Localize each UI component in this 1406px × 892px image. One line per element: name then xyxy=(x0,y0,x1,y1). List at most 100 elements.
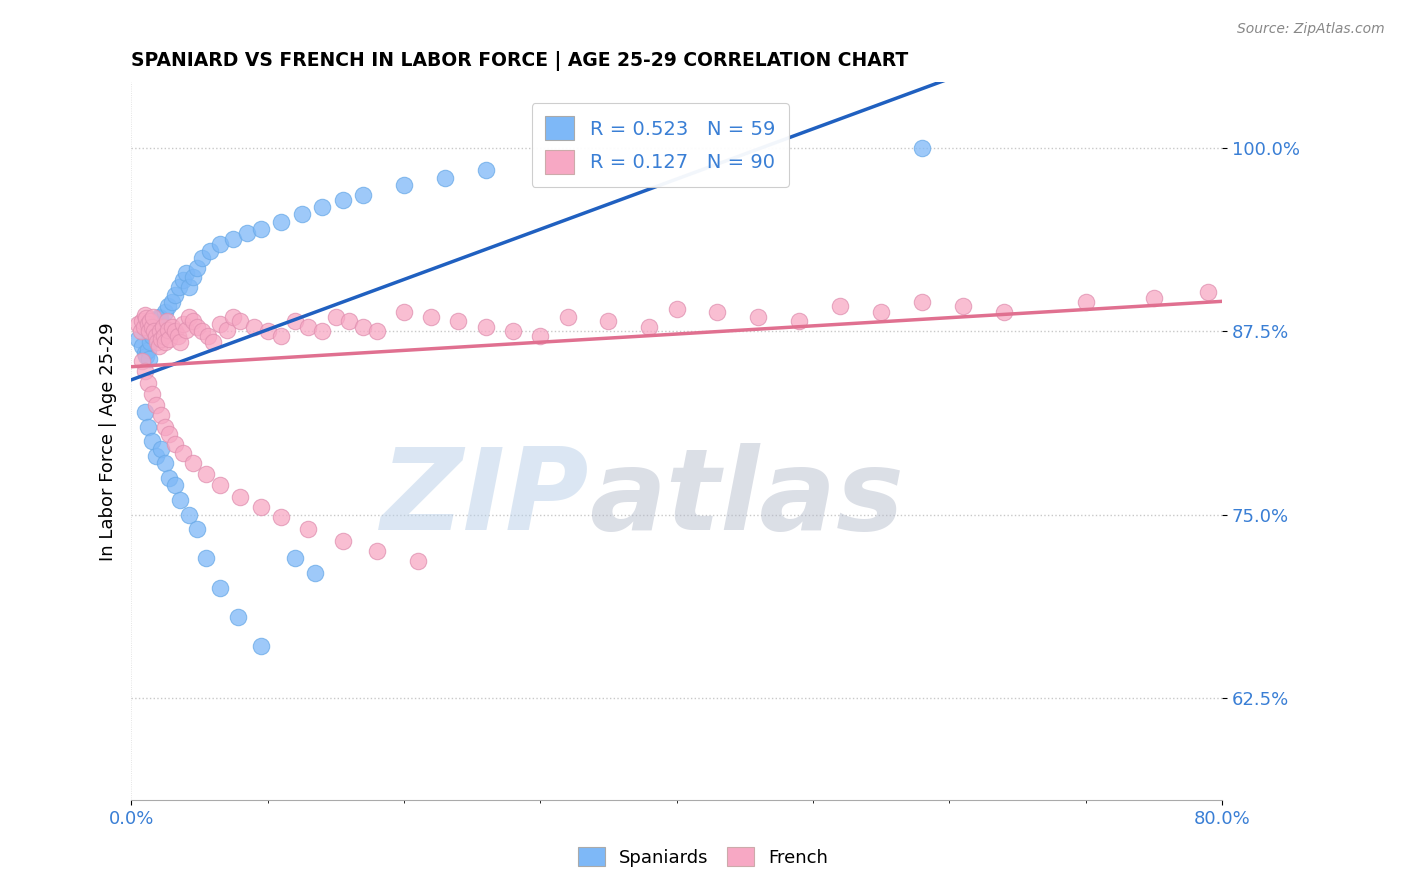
Point xyxy=(134,405,156,419)
Point xyxy=(145,398,167,412)
Point xyxy=(155,456,177,470)
Point xyxy=(911,295,934,310)
Point xyxy=(138,325,160,339)
Point xyxy=(208,236,231,251)
Point xyxy=(150,442,173,456)
Legend: R = 0.523   N = 59, R = 0.127   N = 90: R = 0.523 N = 59, R = 0.127 N = 90 xyxy=(531,103,789,187)
Point xyxy=(181,270,204,285)
Point xyxy=(139,334,162,349)
Point xyxy=(638,320,661,334)
Point xyxy=(229,490,252,504)
Point xyxy=(332,533,354,548)
Point xyxy=(191,325,214,339)
Point xyxy=(297,320,319,334)
Point xyxy=(202,334,225,349)
Point xyxy=(136,376,159,390)
Point xyxy=(157,332,180,346)
Point xyxy=(366,544,388,558)
Y-axis label: In Labor Force | Age 25-29: In Labor Force | Age 25-29 xyxy=(100,322,117,560)
Point xyxy=(911,141,934,155)
Point xyxy=(249,222,271,236)
Point xyxy=(243,320,266,334)
Point xyxy=(181,456,204,470)
Point xyxy=(297,522,319,536)
Point xyxy=(136,343,159,358)
Point xyxy=(447,314,470,328)
Point xyxy=(131,339,153,353)
Point xyxy=(127,332,149,346)
Point xyxy=(311,325,333,339)
Point xyxy=(155,305,177,319)
Point xyxy=(149,325,172,339)
Point xyxy=(141,320,163,334)
Point xyxy=(222,310,245,324)
Point xyxy=(284,314,307,328)
Point xyxy=(181,314,204,328)
Point xyxy=(141,387,163,401)
Point xyxy=(1197,285,1219,299)
Point xyxy=(157,426,180,441)
Point xyxy=(529,328,551,343)
Text: Source: ZipAtlas.com: Source: ZipAtlas.com xyxy=(1237,22,1385,37)
Point xyxy=(787,314,810,328)
Point xyxy=(557,310,579,324)
Text: SPANIARD VS FRENCH IN LABOR FORCE | AGE 25-29 CORRELATION CHART: SPANIARD VS FRENCH IN LABOR FORCE | AGE … xyxy=(131,51,908,70)
Point xyxy=(208,317,231,331)
Point xyxy=(291,207,314,221)
Point xyxy=(197,328,219,343)
Point xyxy=(993,305,1015,319)
Point xyxy=(474,163,496,178)
Point xyxy=(186,522,208,536)
Point xyxy=(191,251,214,265)
Point xyxy=(229,314,252,328)
Point xyxy=(598,314,620,328)
Point xyxy=(474,320,496,334)
Point xyxy=(129,325,152,339)
Point xyxy=(136,325,159,339)
Point xyxy=(155,419,177,434)
Point xyxy=(150,332,173,346)
Point xyxy=(236,226,259,240)
Point xyxy=(138,352,160,367)
Point xyxy=(141,434,163,449)
Point xyxy=(665,302,688,317)
Point xyxy=(148,310,170,324)
Point xyxy=(145,323,167,337)
Point xyxy=(352,320,374,334)
Point xyxy=(392,305,415,319)
Point xyxy=(177,508,200,522)
Point xyxy=(163,478,186,492)
Point xyxy=(952,300,974,314)
Legend: Spaniards, French: Spaniards, French xyxy=(569,838,837,876)
Point xyxy=(145,449,167,463)
Point xyxy=(167,280,190,294)
Point xyxy=(157,300,180,314)
Point xyxy=(150,408,173,422)
Point xyxy=(208,478,231,492)
Point xyxy=(136,317,159,331)
Point xyxy=(186,320,208,334)
Point xyxy=(747,310,769,324)
Point xyxy=(366,325,388,339)
Point xyxy=(406,554,429,568)
Point xyxy=(352,188,374,202)
Point xyxy=(156,314,179,328)
Point xyxy=(177,280,200,294)
Point xyxy=(153,328,176,343)
Point xyxy=(134,364,156,378)
Point xyxy=(1074,295,1097,310)
Point xyxy=(420,310,443,324)
Point xyxy=(706,305,728,319)
Point xyxy=(150,332,173,346)
Point xyxy=(830,300,852,314)
Point xyxy=(502,325,524,339)
Point xyxy=(177,310,200,324)
Point xyxy=(142,310,165,324)
Point xyxy=(148,339,170,353)
Point xyxy=(284,551,307,566)
Point xyxy=(325,310,347,324)
Point xyxy=(141,328,163,343)
Point xyxy=(127,317,149,331)
Point xyxy=(139,314,162,328)
Point xyxy=(163,437,186,451)
